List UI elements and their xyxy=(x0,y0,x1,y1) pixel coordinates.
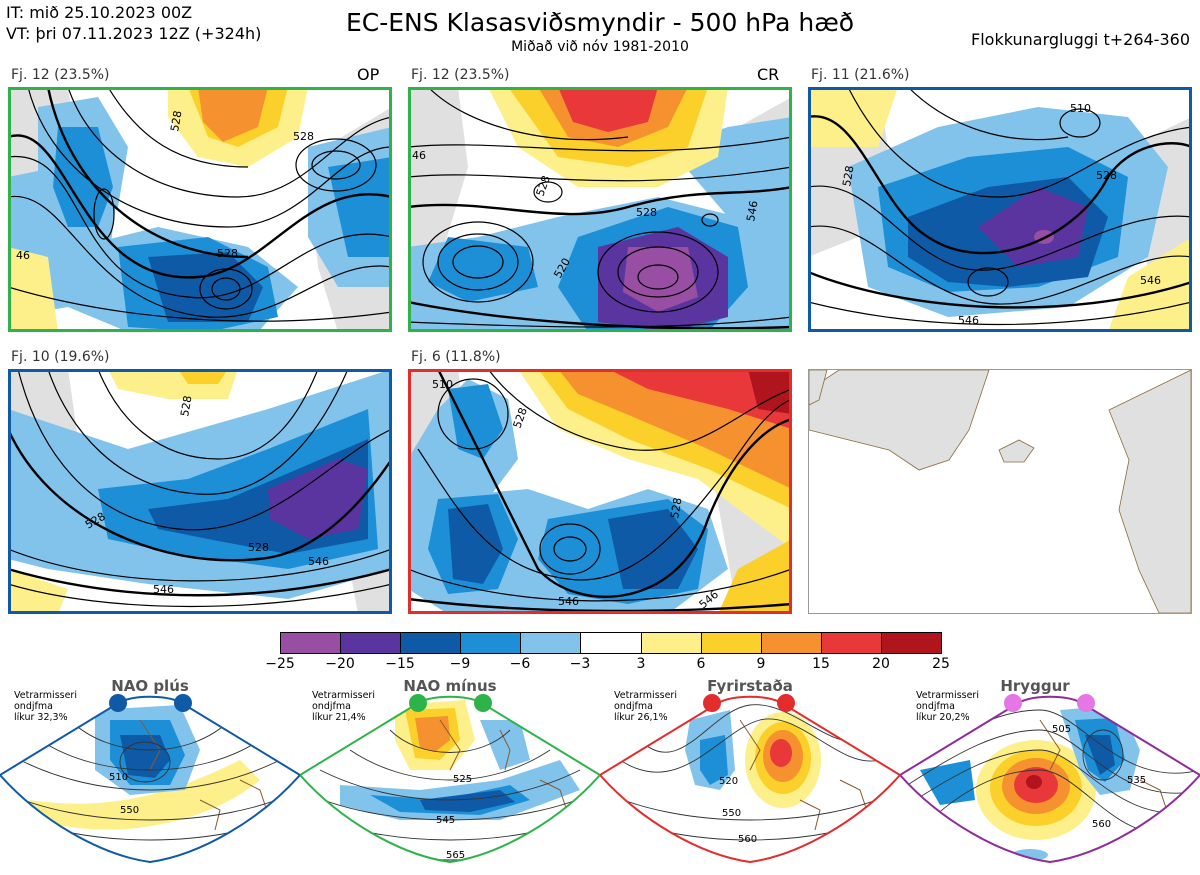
cluster-map-5: 510 528 528 546 546 xyxy=(408,369,792,614)
classification-window: Flokkunargluggi t+264-360 xyxy=(971,30,1190,49)
panel-3-label: Fj. 11 (21.6%) xyxy=(811,67,910,83)
svg-text:546: 546 xyxy=(958,314,979,327)
svg-text:546: 546 xyxy=(744,200,760,223)
page-title: EC-ENS Klasasviðsmyndir - 500 hPa hæð xyxy=(345,8,855,37)
panel-1-label: Fj. 12 (23.5%) xyxy=(11,67,110,83)
regime-map-ridge: 505 535 560 xyxy=(898,690,1200,871)
colorbar-tick: −9 xyxy=(449,656,471,672)
initial-time: IT: mið 25.10.2023 00Z xyxy=(6,3,193,22)
regime-2-note: Vetrarmisseri ondjfma líkur 21,4% xyxy=(312,690,375,723)
colorbar-swatch xyxy=(401,633,462,653)
colorbar-swatch xyxy=(641,633,702,653)
colorbar-tick: 15 xyxy=(812,656,830,672)
colorbar-swatch xyxy=(701,633,762,653)
colorbar-swatch xyxy=(521,633,582,653)
svg-text:535: 535 xyxy=(1127,775,1146,786)
colorbar-swatch xyxy=(881,633,942,653)
svg-text:520: 520 xyxy=(719,776,738,787)
panel-5-label: Fj. 6 (11.8%) xyxy=(411,349,501,365)
colorbar xyxy=(280,632,942,654)
colorbar-tick: −15 xyxy=(385,656,415,672)
svg-text:565: 565 xyxy=(446,850,465,861)
panel-1-tag: OP xyxy=(357,65,380,84)
colorbar-swatch xyxy=(761,633,822,653)
panel-2-tag: CR xyxy=(757,65,780,84)
svg-text:528: 528 xyxy=(217,247,238,260)
svg-text:546: 546 xyxy=(153,583,174,596)
panel-4-label: Fj. 10 (19.6%) xyxy=(11,349,110,365)
colorbar-tick: −6 xyxy=(509,656,531,672)
cluster-map-2: 528 528 520 546 46 xyxy=(408,87,792,332)
colorbar-tick: −25 xyxy=(265,656,295,672)
colorbar-tick: 3 xyxy=(636,656,646,672)
colorbar-swatch xyxy=(281,633,342,653)
colorbar-swatch xyxy=(581,633,642,653)
svg-text:528: 528 xyxy=(168,110,184,133)
colorbar-tick: 9 xyxy=(756,656,766,672)
colorbar-tick: 6 xyxy=(696,656,706,672)
colorbar-swatch xyxy=(341,633,402,653)
svg-text:550: 550 xyxy=(722,808,741,819)
colorbar-swatch xyxy=(461,633,522,653)
svg-text:528: 528 xyxy=(178,395,194,418)
panel-2-label: Fj. 12 (23.5%) xyxy=(411,67,510,83)
regime-map-nao-minus: 525 545 565 xyxy=(298,690,602,871)
cluster-map-1: 528 528 528 46 xyxy=(8,87,392,332)
page-subtitle: Miðað við nóv 1981-2010 xyxy=(511,39,689,55)
regime-1-title: NAO plús xyxy=(111,677,189,695)
regime-3-title: Fyrirstaða xyxy=(707,677,793,695)
svg-text:528: 528 xyxy=(636,206,657,219)
regime-map-blocking: 520 550 560 xyxy=(598,690,902,871)
colorbar-tick: 20 xyxy=(872,656,890,672)
svg-text:528: 528 xyxy=(248,541,269,554)
svg-text:560: 560 xyxy=(1092,819,1111,830)
svg-text:528: 528 xyxy=(668,497,684,520)
regime-2-title: NAO mínus xyxy=(403,677,497,695)
svg-text:510: 510 xyxy=(109,772,128,783)
regime-map-nao-plus: 510 550 xyxy=(0,690,302,871)
svg-text:560: 560 xyxy=(738,834,757,845)
regime-4-title: Hryggur xyxy=(1000,677,1070,695)
svg-text:546: 546 xyxy=(1140,274,1161,287)
svg-text:46: 46 xyxy=(16,249,30,262)
regime-4-note: Vetrarmisseri ondjfma líkur 20,2% xyxy=(916,690,979,723)
run-info: IT: mið 25.10.2023 00Z VT: þri 07.11.202… xyxy=(6,2,261,44)
svg-text:546: 546 xyxy=(308,555,329,568)
svg-text:550: 550 xyxy=(120,805,139,816)
reference-map xyxy=(808,369,1192,614)
svg-text:528: 528 xyxy=(293,130,314,143)
svg-text:510: 510 xyxy=(1070,102,1091,115)
svg-text:528: 528 xyxy=(840,165,856,188)
svg-text:545: 545 xyxy=(436,815,455,826)
regime-3-note: Vetrarmisseri ondjfma líkur 26,1% xyxy=(614,690,677,723)
valid-time: VT: þri 07.11.2023 12Z (+324h) xyxy=(6,24,262,43)
colorbar-tick: −3 xyxy=(569,656,591,672)
cluster-map-3: 510 528 546 546 528 xyxy=(808,87,1192,332)
regime-1-note: Vetrarmisseri ondjfma líkur 32,3% xyxy=(14,690,77,723)
svg-text:546: 546 xyxy=(558,595,579,608)
svg-text:528: 528 xyxy=(1096,169,1117,182)
svg-text:46: 46 xyxy=(412,149,426,162)
svg-text:525: 525 xyxy=(453,774,472,785)
colorbar-tick: 25 xyxy=(932,656,950,672)
colorbar-tick: −20 xyxy=(325,656,355,672)
svg-text:505: 505 xyxy=(1052,724,1071,735)
svg-text:510: 510 xyxy=(432,378,453,391)
cluster-map-4: 528 528 528 546 546 xyxy=(8,369,392,614)
colorbar-swatch xyxy=(821,633,882,653)
